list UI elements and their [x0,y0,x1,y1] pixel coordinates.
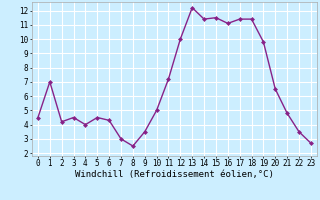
X-axis label: Windchill (Refroidissement éolien,°C): Windchill (Refroidissement éolien,°C) [75,170,274,179]
